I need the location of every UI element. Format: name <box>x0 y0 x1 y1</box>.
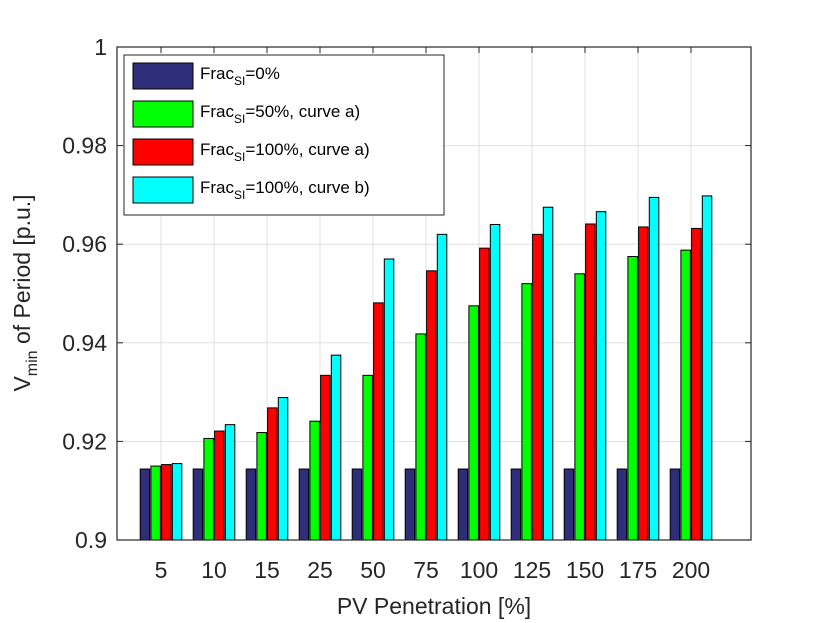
bar <box>171 463 183 541</box>
bar <box>616 468 628 541</box>
y-axis-label: Vmin of Period [p.u.] <box>9 194 41 391</box>
bar <box>585 223 596 541</box>
x-tick-label: 100 <box>460 557 498 583</box>
bar <box>680 249 691 541</box>
bar <box>150 465 161 541</box>
bar <box>224 424 236 541</box>
bar <box>256 432 267 541</box>
x-tick-label: 50 <box>360 557 386 583</box>
bar <box>298 468 310 541</box>
legend-entry: FracSI=100%, curve a) <box>200 140 370 164</box>
legend-swatch <box>132 100 194 128</box>
x-tick-label: 200 <box>672 557 710 583</box>
bar <box>468 305 479 541</box>
x-tick-label: 5 <box>155 557 168 583</box>
bar <box>245 468 257 541</box>
x-tick-label: 150 <box>566 557 604 583</box>
bar <box>362 374 373 541</box>
y-tick-label: 0.9 <box>75 527 107 553</box>
bar <box>267 407 278 541</box>
x-axis-label: PV Penetration [%] <box>337 593 531 619</box>
bar <box>563 468 575 541</box>
bar <box>457 468 469 541</box>
y-tick-label: 0.92 <box>62 428 107 454</box>
legend: FracSI=0% FracSI=50%, curve a) FracSI=100%… <box>123 54 445 216</box>
x-tick-label: 125 <box>513 557 551 583</box>
bar <box>542 206 554 541</box>
legend-entry: FracSI=50%, curve a) <box>200 102 360 126</box>
x-tick-label: 175 <box>619 557 657 583</box>
bar <box>214 430 225 541</box>
x-tick-label: 10 <box>201 557 227 583</box>
x-axis-ticks: 5 10 15 25 50 75 100 125 150 175 200 <box>155 47 710 583</box>
y-axis-label-rest: of Period [p.u.] <box>9 194 35 350</box>
bar <box>415 333 426 541</box>
y-tick-label: 0.98 <box>62 133 107 159</box>
bar <box>627 256 638 541</box>
y-axis-ticks: 0.9 0.92 0.94 0.96 0.98 1 <box>62 34 751 553</box>
bar <box>574 273 585 541</box>
bar <box>691 227 702 541</box>
bar <box>532 233 543 541</box>
bar <box>669 468 681 541</box>
bar <box>648 196 660 541</box>
y-tick-label: 0.96 <box>62 231 107 257</box>
bar <box>309 420 320 541</box>
bars <box>139 195 713 541</box>
bar <box>404 468 416 541</box>
bar <box>203 437 214 541</box>
bar <box>701 195 713 541</box>
bar <box>161 464 172 541</box>
legend-entry: FracSI=0% <box>200 64 280 88</box>
bar <box>479 247 490 541</box>
bar <box>139 468 151 541</box>
bar <box>351 468 363 541</box>
bar <box>320 374 331 541</box>
legend-swatch <box>132 176 194 204</box>
legend-swatch <box>132 62 194 90</box>
x-tick-label: 25 <box>307 557 333 583</box>
plot-frame <box>116 46 752 541</box>
y-tick-label: 1 <box>94 34 107 60</box>
x-tick-label: 75 <box>413 557 439 583</box>
y-axis-label-sub: min <box>24 350 41 376</box>
bar <box>277 397 289 541</box>
bar <box>192 468 204 541</box>
y-axis-label-main: V <box>9 376 35 392</box>
bar <box>330 354 342 541</box>
bar <box>373 302 384 541</box>
legend-entry: FracSI=100%, curve b) <box>200 178 370 202</box>
bar <box>383 258 395 541</box>
x-tick-label: 15 <box>254 557 280 583</box>
bar <box>521 283 532 541</box>
bar <box>436 233 448 541</box>
bar <box>595 211 607 541</box>
legend-swatch <box>132 138 194 166</box>
y-tick-label: 0.94 <box>62 330 107 356</box>
bar <box>489 223 501 541</box>
bar <box>638 226 649 541</box>
bar <box>510 468 522 541</box>
bar <box>426 270 437 541</box>
